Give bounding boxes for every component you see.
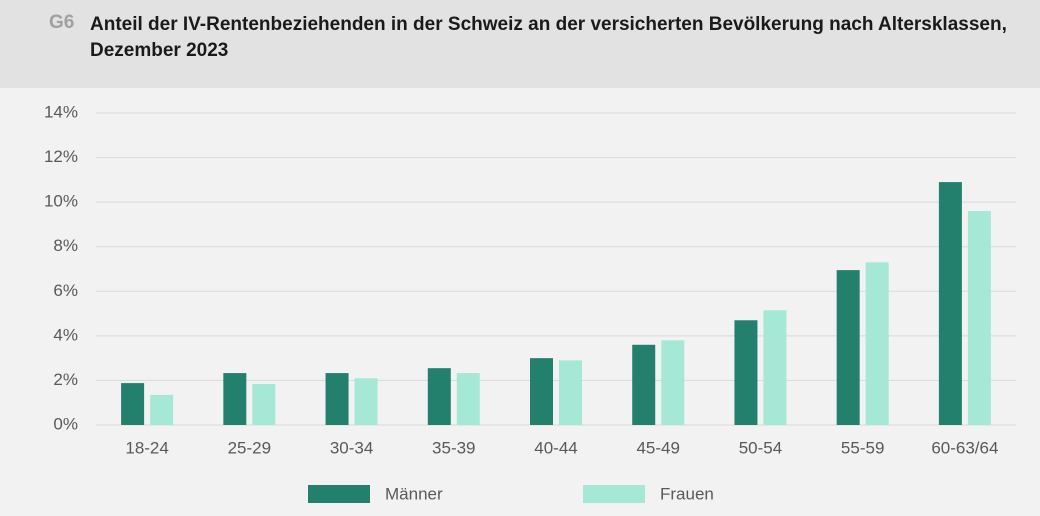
chart-number: G6 <box>49 12 75 33</box>
x-tick-label: 60-63/64 <box>931 438 998 457</box>
y-tick-label: 12% <box>44 147 78 166</box>
bar <box>427 368 451 425</box>
legend-swatch <box>308 485 370 503</box>
bar <box>938 182 962 425</box>
y-tick-label: 10% <box>44 192 78 211</box>
bar <box>865 262 889 425</box>
y-tick-label: 0% <box>53 414 78 433</box>
x-tick-label: 35-39 <box>432 438 475 457</box>
header: G6 Anteil der IV-Rentenbeziehenden in de… <box>0 0 1040 88</box>
legend-label: Frauen <box>660 484 714 503</box>
x-tick-label: 55-59 <box>841 438 884 457</box>
y-tick-label: 6% <box>53 281 78 300</box>
bar <box>325 373 349 425</box>
bar <box>121 383 145 425</box>
bar <box>967 211 991 425</box>
x-tick-label: 50-54 <box>739 438 782 457</box>
chart: 0% 2% 4% 6% 8% 10% 12% 14% 18-24 25-29 30-34 35-39 4… <box>44 102 1016 503</box>
bar <box>252 383 276 425</box>
bar <box>836 270 860 425</box>
y-tick-label: 2% <box>53 370 78 389</box>
x-tick-label: 45-49 <box>636 438 679 457</box>
bar <box>223 373 247 425</box>
bar <box>530 358 553 425</box>
x-tick-label: 25-29 <box>228 438 271 457</box>
chart-title: Anteil der IV-Rentenbeziehenden in der S… <box>90 14 1007 61</box>
bar <box>354 378 378 425</box>
bar <box>661 340 685 425</box>
bar <box>456 373 480 425</box>
x-tick-label: 18-24 <box>125 438 168 457</box>
y-tick-label: 4% <box>53 325 78 344</box>
bar <box>150 394 174 425</box>
legend-label: Männer <box>385 484 443 503</box>
x-tick-label: 30-34 <box>330 438 373 457</box>
bar <box>632 344 656 425</box>
x-tick-label: 40-44 <box>534 438 577 457</box>
y-tick-label: 14% <box>44 102 78 121</box>
y-tick-label: 8% <box>53 236 78 255</box>
legend-swatch <box>583 485 645 503</box>
bar <box>734 320 758 425</box>
bar <box>763 310 787 425</box>
bar <box>559 360 582 425</box>
